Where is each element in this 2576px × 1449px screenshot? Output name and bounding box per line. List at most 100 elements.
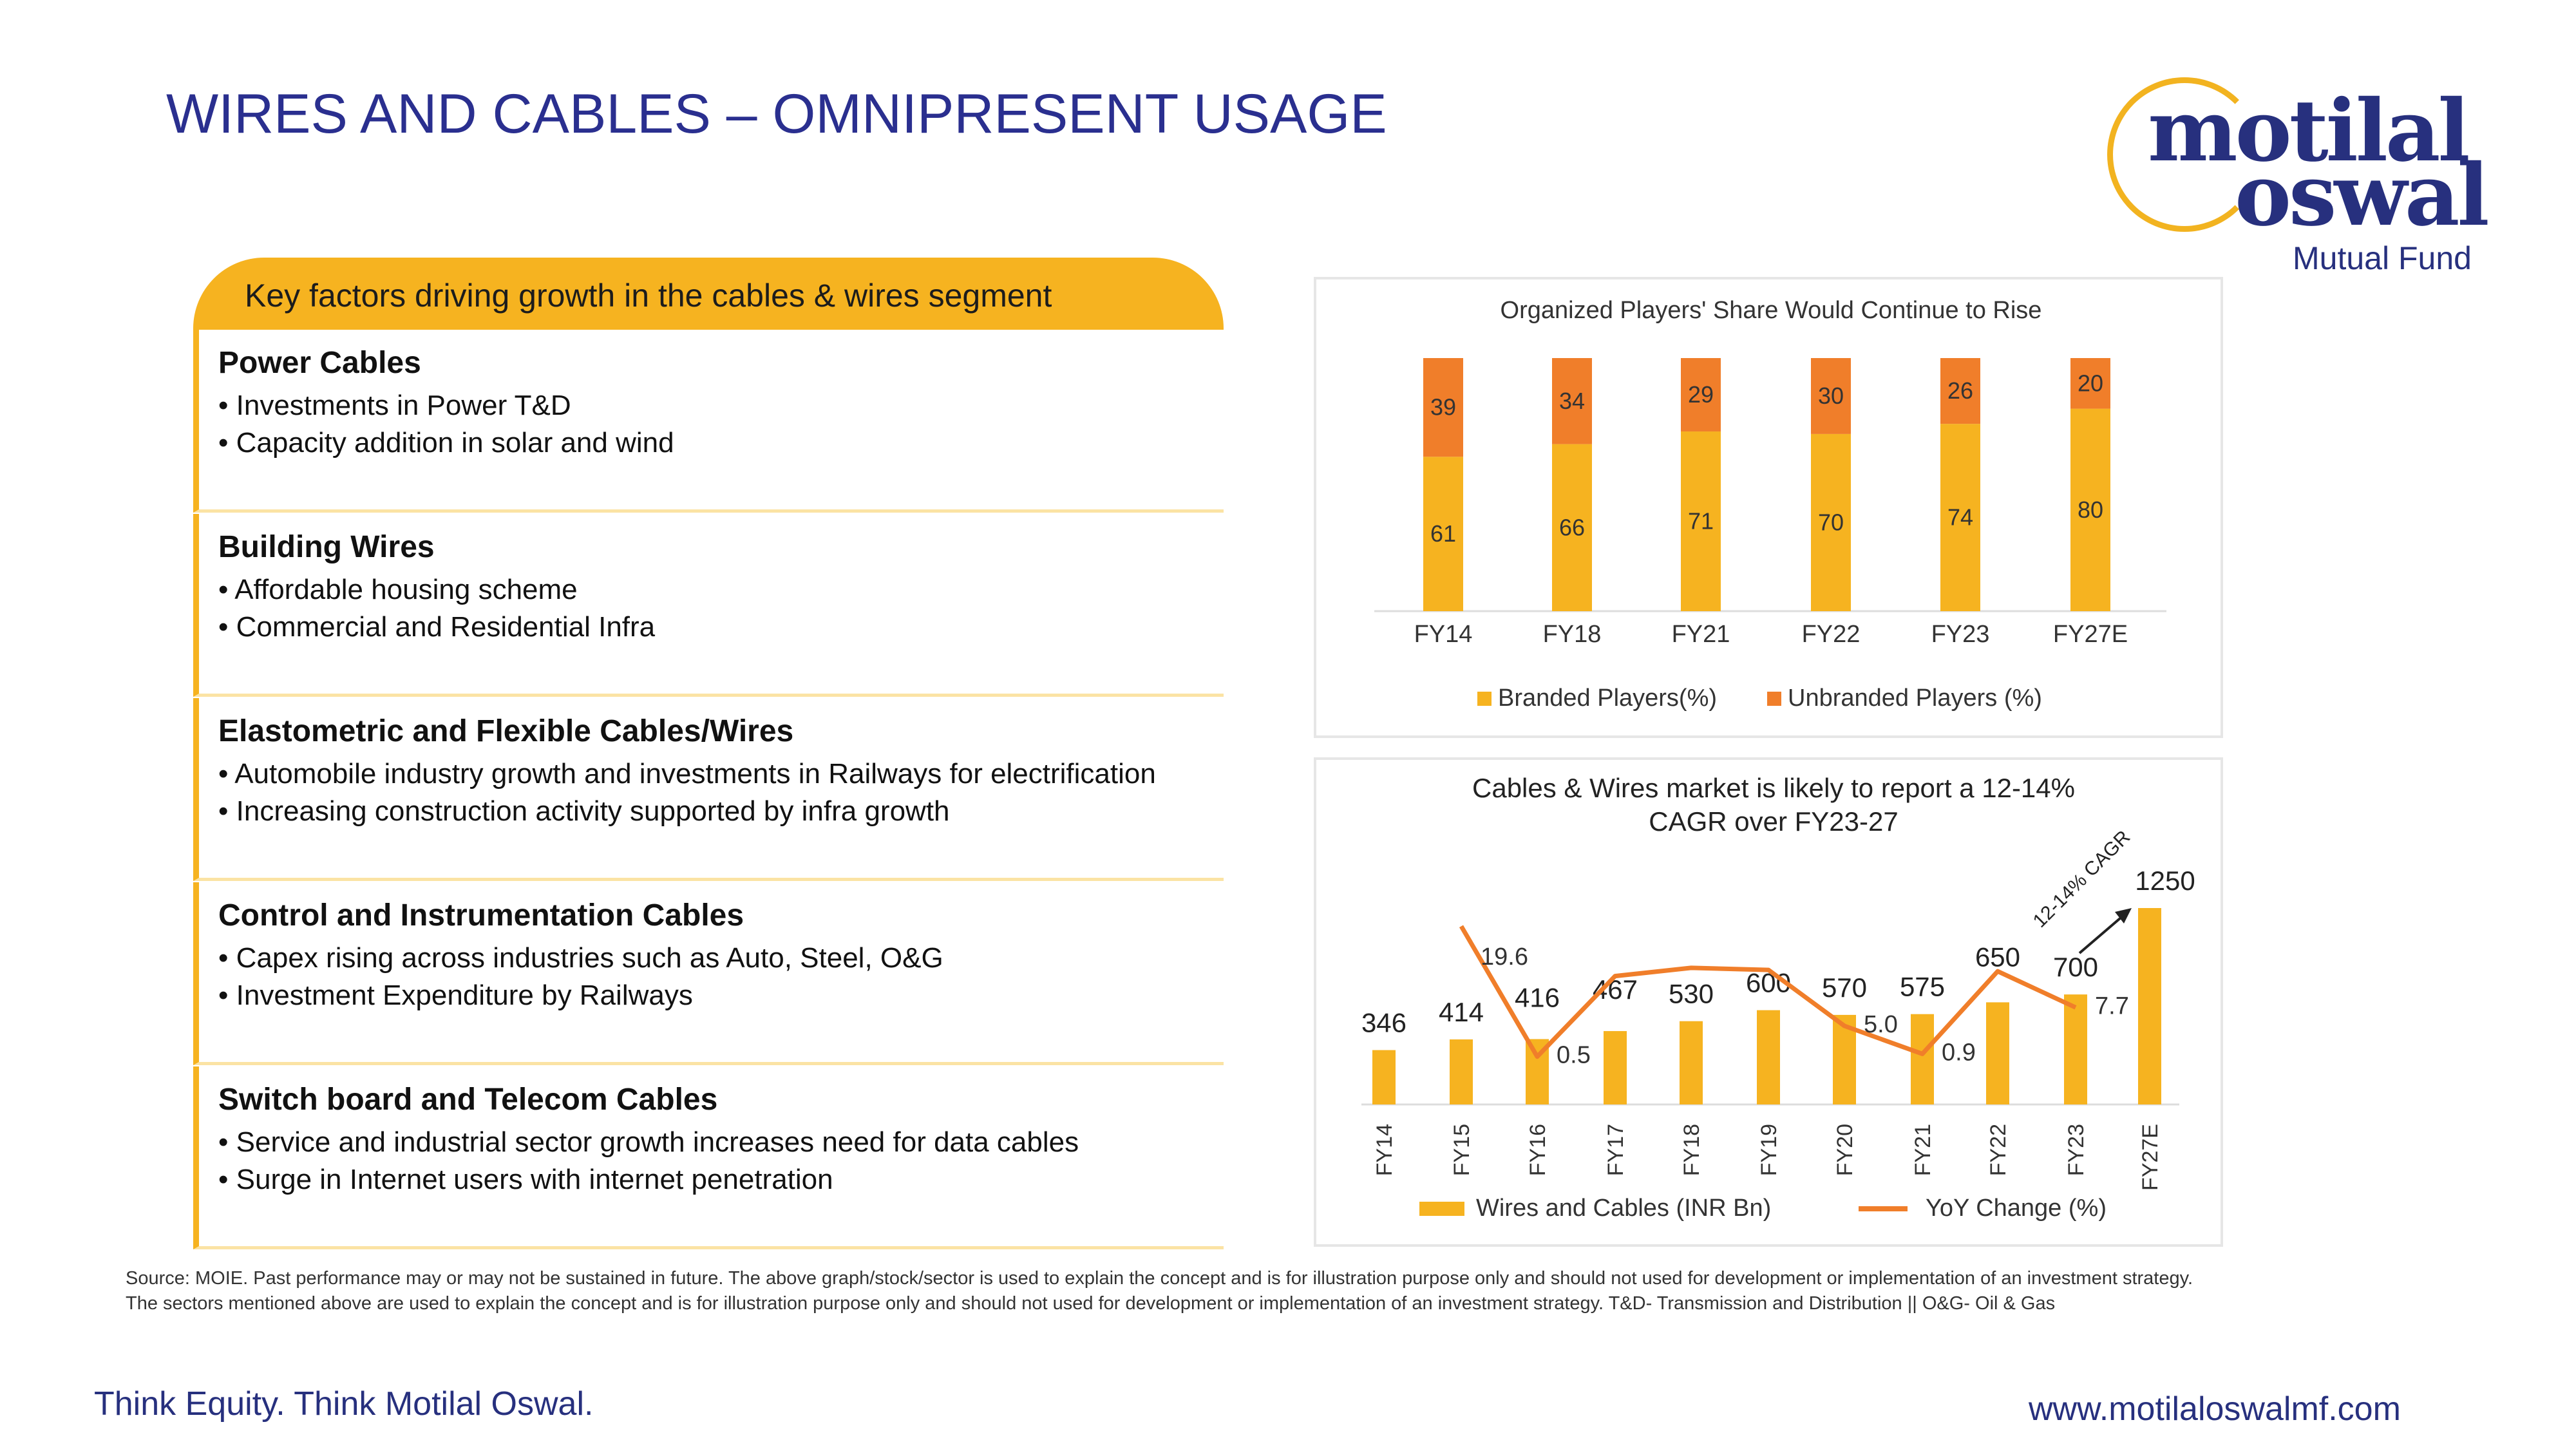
section-title: Building Wires [218,530,435,564]
unbranded-value-label: 30 [1818,383,1844,409]
branded-bar [1940,424,1980,611]
bar-value-label: 414 [1439,997,1484,1027]
bar-value-label: 570 [1822,972,1867,1003]
section-title: Elastometric and Flexible Cables/Wires [218,714,794,748]
logo-word-1: motilal [2148,81,2470,181]
section-bullet: • Automobile industry growth and investm… [218,758,1156,790]
x-tick-label: FY27E [2053,621,2128,648]
branded-bar [1681,431,1721,611]
source-disclaimer: Source: MOIE. Past performance may or ma… [126,1268,2193,1314]
market-bar [1604,1031,1627,1104]
bar-value-label: 346 [1361,1008,1406,1038]
branded-value-label: 71 [1688,507,1714,534]
legend-bars-label: Wires and Cables (INR Bn) [1476,1195,1771,1222]
unbranded-bar [1811,358,1851,434]
yoy-value-label: 7.7 [2095,992,2129,1019]
legend-unbranded-label: Unbranded Players (%) [1788,685,2042,712]
cagr-arrow-icon [2078,913,2126,954]
growth-factors-panel: Key factors driving growth in the cables… [193,258,1224,1249]
section-bullet: • Commercial and Residential Infra [218,611,656,643]
market-bar [1680,1021,1703,1104]
factor-section: Building Wires • Affordable housing schem… [193,514,1224,697]
legend-line-swatch [1859,1206,1908,1211]
market-bar [2064,994,2087,1104]
yoy-value-label: 19.6 [1481,943,1528,971]
legend-bars-swatch [1419,1202,1464,1216]
x-tick-label: FY21 [1672,621,1730,648]
chart-title-line2: CAGR over FY23-27 [1649,806,1898,837]
branded-value-label: 80 [2078,497,2103,523]
x-tick-label: FY18 [1680,1124,1704,1176]
branded-value-label: 66 [1559,514,1585,540]
unbranded-value-label: 34 [1559,388,1585,414]
x-tick-label: FY14 [1414,621,1473,648]
branded-value-label: 70 [1818,509,1844,535]
factor-section: Switch board and Telecom Cables • Service… [193,1066,1224,1249]
chart-title: Organized Players' Share Would Continue … [1501,297,2042,324]
x-tick-label: FY21 [1911,1124,1935,1176]
section-bullet: • Investment Expenditure by Railways [218,980,693,1011]
x-tick-label: FY20 [1833,1124,1857,1176]
branded-value-label: 74 [1947,504,1973,531]
market-bar [1986,1002,2009,1104]
section-bullet: • Service and industrial sector growth i… [218,1126,1079,1158]
bar-value-label: 700 [2053,952,2098,982]
bar-value-label: 650 [1975,942,2020,972]
motilal-oswal-logo: motilal oswal Mutual Fund [2106,71,2505,283]
x-tick-label: FY15 [1450,1124,1474,1176]
website-link[interactable]: www.motilaloswalmf.com [2029,1390,2401,1428]
bar-value-label: 416 [1515,982,1560,1012]
unbranded-bar [1940,358,1980,424]
logo-ring-icon [2107,77,2262,232]
section-bullet: • Capex rising across industries such as… [218,942,943,974]
branded-bar [1423,457,1463,611]
logo-word-2: oswal [2235,146,2490,245]
market-size-chart: Cables & Wires market is likely to repor… [1314,757,2223,1247]
branded-value-label: 61 [1430,520,1456,547]
x-tick-label: FY22 [1986,1124,2011,1176]
bar-value-label: 575 [1900,972,1945,1002]
panel-header: Key factors driving growth in the cables… [193,258,1224,330]
page-title: WIRES AND CABLES – OMNIPRESENT USAGE [166,83,1387,145]
yoy-line [1459,925,2077,1059]
branded-bar [1552,444,1592,611]
x-tick-label: FY14 [1372,1124,1397,1176]
organized-share-chart: Organized Players' Share Would Continue … [1314,277,2223,738]
cagr-arrowhead-icon [2115,908,2132,923]
bar-value-label: 1250 [2135,866,2195,896]
yoy-value-label: 5.0 [1864,1011,1898,1038]
section-bullet: • Increasing construction activity suppo… [218,795,950,827]
x-tick-label: FY27E [2138,1124,2163,1191]
branded-bar [1811,433,1851,611]
unbranded-bar [1552,358,1592,444]
unbranded-value-label: 29 [1688,381,1714,408]
x-tick-label: FY16 [1526,1124,1550,1176]
section-bullet: • Surge in Internet users with internet … [218,1164,833,1195]
section-bullet: • Investments in Power T&D [218,390,571,421]
market-bar [1372,1050,1396,1104]
unbranded-bar [1423,358,1463,457]
unbranded-value-label: 39 [1430,394,1456,421]
x-tick-label: FY23 [2064,1124,2088,1176]
unbranded-bar [1681,358,1721,431]
factor-section: Elastometric and Flexible Cables/Wires • … [193,698,1224,881]
market-bar [1757,1010,1780,1104]
legend-line-label: YoY Change (%) [1926,1195,2107,1222]
chart-title-line1: Cables & Wires market is likely to repor… [1472,773,2075,803]
tagline: Think Equity. Think Motilal Oswal. [94,1385,594,1423]
unbranded-value-label: 20 [2078,370,2103,396]
section-title: Power Cables [218,346,421,380]
legend-branded-swatch [1477,692,1492,706]
branded-bar [2070,408,2110,611]
x-tick-label: FY18 [1543,621,1602,648]
market-bar [1911,1014,1934,1104]
market-bar [2138,908,2161,1104]
yoy-value-label: 0.9 [1942,1039,1976,1066]
factor-section: Control and Instrumentation Cables • Cape… [193,882,1224,1065]
market-bar [1450,1039,1473,1104]
factor-section: Power Cables • Investments in Power T&D • … [193,330,1224,513]
x-tick-label: FY23 [1931,621,1990,648]
x-tick-label: FY19 [1757,1124,1781,1176]
logo-subtitle: Mutual Fund [2293,240,2472,276]
x-tick-label: FY17 [1604,1124,1628,1176]
